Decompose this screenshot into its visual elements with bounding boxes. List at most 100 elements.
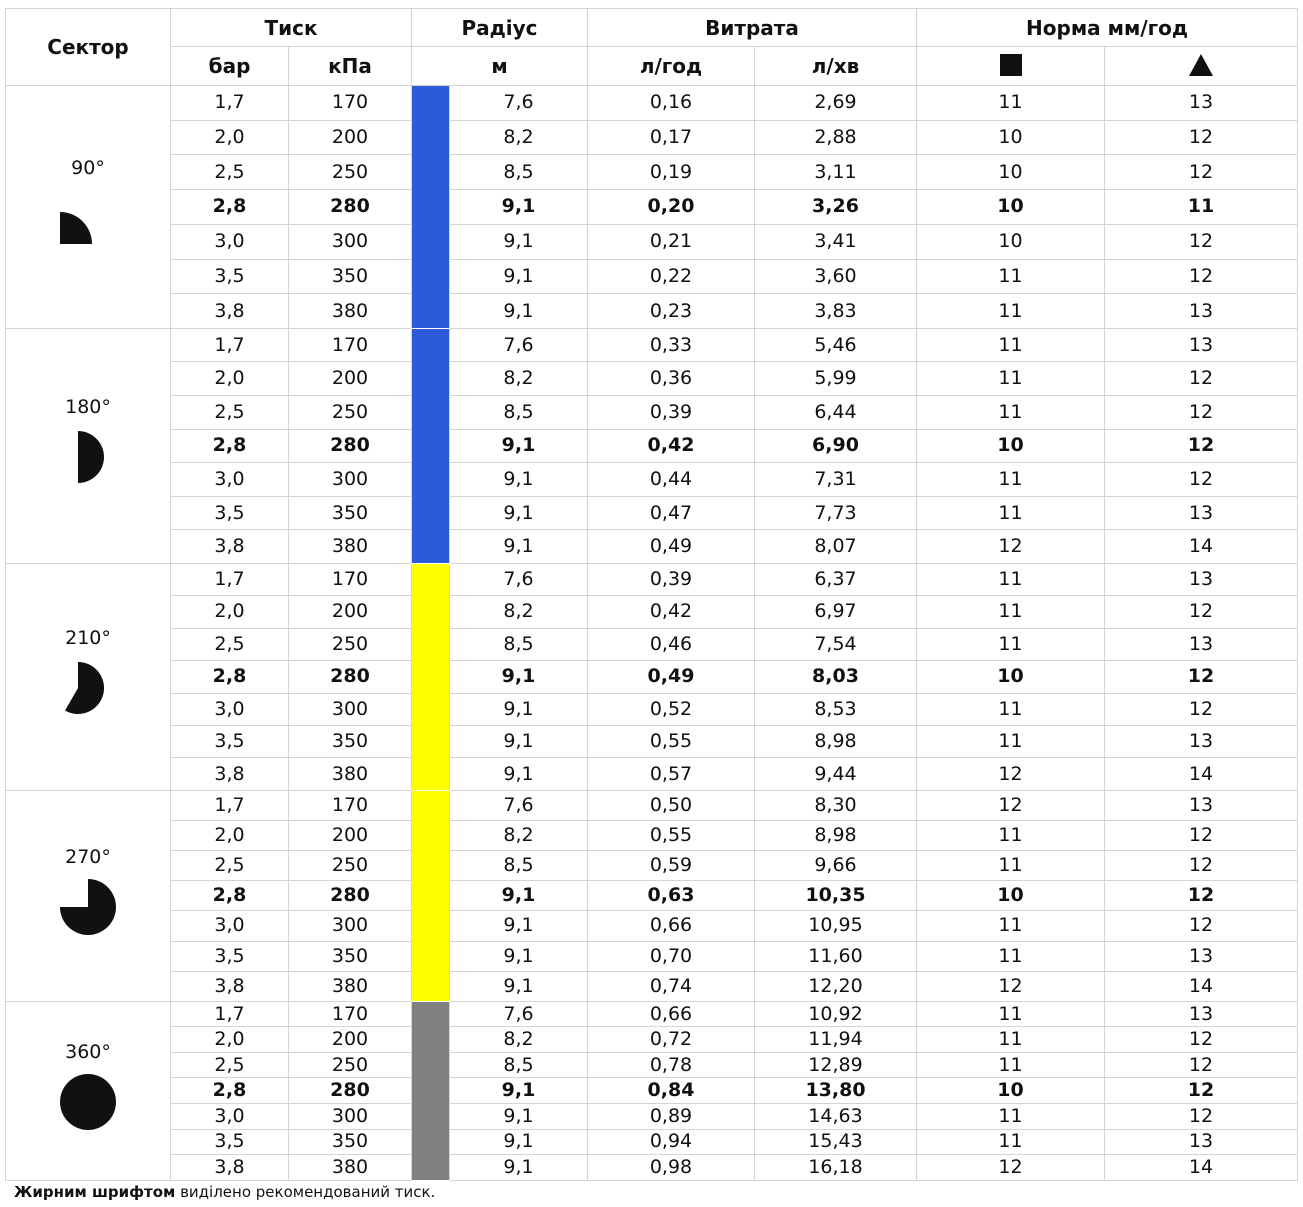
- pressure-bar: 2,0: [170, 119, 289, 156]
- radius: 7,6: [449, 85, 588, 121]
- pressure-bar: 3,0: [170, 223, 289, 260]
- pressure-kpa: 200: [288, 119, 412, 156]
- pressure-bar: 3,8: [170, 757, 289, 791]
- table-row: 3,0 300 9,1 0,89 14,63 11 12: [6, 1103, 1299, 1130]
- flow-lph: 0,66: [587, 1000, 755, 1028]
- square-icon-cell: [916, 46, 1105, 86]
- rate-triangle: 13: [1103, 940, 1299, 972]
- flow-lph: 0,16: [587, 85, 755, 121]
- pressure-kpa: 170: [288, 85, 412, 121]
- unit: л/хв: [754, 46, 917, 86]
- pressure-bar: 3,5: [170, 495, 289, 531]
- rate-square: 11: [916, 327, 1105, 363]
- sector-cell: 210°: [5, 562, 171, 791]
- unit: бар: [170, 46, 289, 86]
- pressure-bar: 1,7: [170, 85, 289, 121]
- flow-lph: 0,49: [587, 529, 755, 564]
- pressure-bar: 2,8: [170, 189, 289, 225]
- rate-triangle: 13: [1103, 495, 1299, 531]
- rate-square: 11: [916, 562, 1105, 597]
- pressure-kpa: 380: [288, 293, 412, 329]
- pressure-kpa: 250: [288, 627, 412, 662]
- rate-triangle: 12: [1103, 1051, 1299, 1079]
- radius: 8,5: [449, 1051, 588, 1079]
- rate-square: 10: [916, 154, 1105, 191]
- flow-lph: 0,47: [587, 495, 755, 531]
- rate-triangle: 12: [1103, 361, 1299, 397]
- rate-square: 11: [916, 1051, 1105, 1079]
- sector-label: 90°: [71, 157, 105, 180]
- rate-square: 11: [916, 692, 1105, 726]
- flow-lph: 0,42: [587, 595, 755, 629]
- pressure-kpa: 200: [288, 361, 412, 397]
- pressure-bar: 2,5: [170, 627, 289, 662]
- radius: 9,1: [449, 293, 588, 329]
- table-row: 3,5 350 9,1 0,70 11,60 11 13: [6, 940, 1299, 972]
- flow-lpm: 15,43: [754, 1128, 917, 1156]
- flow-lph: 0,55: [587, 819, 755, 852]
- flow-lph: 0,72: [587, 1026, 755, 1053]
- rate-triangle: 12: [1103, 428, 1299, 464]
- flow-lpm: 8,07: [754, 529, 917, 564]
- table-row: 2,5 250 8,5 0,59 9,66 11 12: [6, 850, 1299, 882]
- pressure-bar: 3,8: [170, 1154, 289, 1181]
- table-row: 3,8 380 9,1 0,98 16,18 12 14: [6, 1154, 1299, 1181]
- header-pressure: Тиск: [170, 8, 412, 47]
- flow-lpm: 8,98: [754, 724, 917, 759]
- radius: 9,1: [449, 660, 588, 694]
- pressure-bar: 2,0: [170, 819, 289, 852]
- pressure-bar: 2,0: [170, 361, 289, 397]
- header-radius: Радіус: [411, 8, 588, 47]
- header-flow: Витрата: [587, 8, 917, 47]
- flow-lpm: 8,53: [754, 692, 917, 726]
- rate-square: 11: [916, 910, 1105, 942]
- table-row: 3,8 380 9,1 0,74 12,20 12 14: [6, 970, 1299, 1002]
- rate-triangle: 12: [1103, 595, 1299, 629]
- radius: 9,1: [449, 724, 588, 759]
- rate-square: 10: [916, 1077, 1105, 1105]
- pressure-kpa: 300: [288, 223, 412, 260]
- flow-lpm: 9,44: [754, 757, 917, 791]
- flow-lph: 0,22: [587, 258, 755, 295]
- flow-lph: 0,74: [587, 970, 755, 1002]
- flow-lph: 0,33: [587, 327, 755, 363]
- table-row: 2,0 200 8,2 0,17 2,88 10 12: [6, 119, 1299, 156]
- radius: 8,5: [449, 395, 588, 430]
- sector-cell: 90°: [5, 85, 171, 329]
- pressure-bar: 2,5: [170, 154, 289, 191]
- flow-lph: 0,42: [587, 428, 755, 464]
- rate-square: 12: [916, 970, 1105, 1002]
- flow-lpm: 2,88: [754, 119, 917, 156]
- rate-square: 11: [916, 462, 1105, 497]
- table-row: 2,8 280 9,1 0,42 6,90 10 12: [6, 428, 1299, 464]
- table-row: 180° 1,7 170 7,6 0,33 5,46 11 13: [5, 327, 1299, 564]
- pressure-bar: 2,0: [170, 1026, 289, 1053]
- triangle-icon: [1189, 53, 1213, 76]
- flow-lpm: 9,66: [754, 850, 917, 882]
- radius: 9,1: [449, 940, 588, 972]
- flow-lph: 0,50: [587, 789, 755, 821]
- rate-square: 12: [916, 529, 1105, 564]
- flow-lpm: 3,60: [754, 258, 917, 295]
- radius: 9,1: [449, 495, 588, 531]
- rate-triangle: 13: [1103, 627, 1299, 662]
- flow-lph: 0,39: [587, 562, 755, 597]
- rate-triangle: 13: [1103, 1000, 1299, 1028]
- radius-color-strip: [411, 327, 450, 564]
- flow-lph: 0,20: [587, 189, 755, 225]
- pressure-bar: 2,0: [170, 595, 289, 629]
- pressure-bar: 3,0: [170, 910, 289, 942]
- flow-lpm: 6,44: [754, 395, 917, 430]
- radius: 9,1: [449, 1103, 588, 1130]
- unit: л/год: [587, 46, 755, 86]
- table-row: 2,8 280 9,1 0,84 13,80 10 12: [6, 1077, 1299, 1105]
- sector-cell: 180°: [5, 327, 171, 564]
- rate-square: 11: [916, 627, 1105, 662]
- rate-triangle: 14: [1103, 970, 1299, 1002]
- radius: 8,2: [449, 1026, 588, 1053]
- flow-lph: 0,66: [587, 910, 755, 942]
- radius: 9,1: [449, 970, 588, 1002]
- rate-triangle: 13: [1103, 327, 1299, 363]
- radius: 9,1: [449, 1154, 588, 1181]
